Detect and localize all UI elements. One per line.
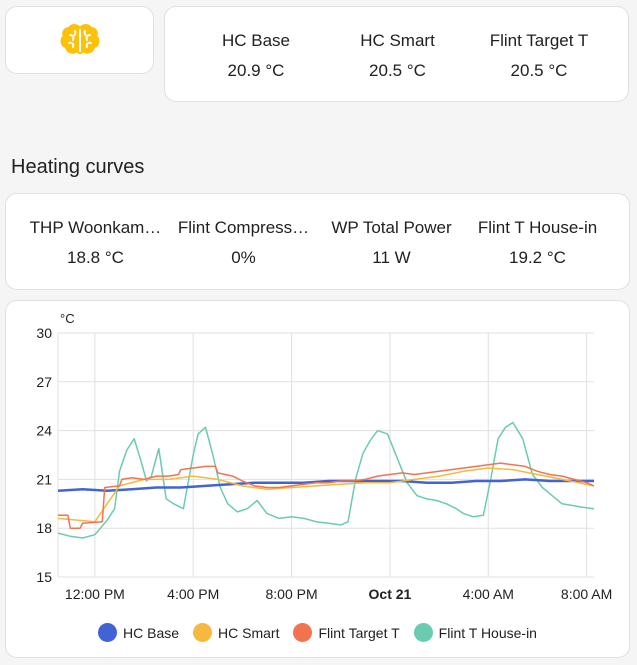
stat-label: HC Smart [360, 31, 435, 50]
wp-total-power-stat[interactable]: WP Total Power 11 W [324, 218, 459, 268]
flint-compressor-stat[interactable]: Flint Compress… 0% [176, 218, 311, 268]
flint-target-t-stat[interactable]: Flint Target T 20.5 °C [473, 31, 605, 81]
stat-label: Flint T House-in [477, 218, 598, 237]
heating-stats-card: THP Woonkam… 18.8 °C Flint Compress… 0% … [5, 193, 630, 290]
x-tick-label: 8:00 PM [266, 586, 318, 602]
y-tick-label: 30 [36, 325, 52, 341]
legend-swatch [193, 623, 213, 642]
legend-swatch [293, 623, 313, 642]
legend-label: HC Smart [218, 624, 280, 641]
legend-item[interactable]: Flint Target T [293, 623, 400, 642]
chart-legend: HC Base HC Smart Flint Target T Flint T Hou… [6, 623, 629, 642]
stat-value: 11 W [372, 248, 411, 267]
x-tick-label: 12:00 PM [65, 586, 125, 602]
stat-value: 0% [231, 248, 256, 267]
legend-item[interactable]: HC Smart [193, 623, 279, 642]
legend-swatch [413, 623, 433, 642]
stat-value: 20.5 °C [510, 61, 568, 80]
legend-item[interactable]: HC Base [98, 623, 179, 642]
brain-icon [60, 24, 99, 55]
y-tick-label: 18 [36, 520, 52, 536]
history-chart-card: °C 30 27 24 21 18 15 12:00 PM 4:00 PM 8:00 PM Oct … [5, 300, 630, 658]
x-tick-label: 8:00 AM [561, 586, 612, 602]
legend-item[interactable]: Flint T House-in [413, 623, 537, 642]
stat-label: Flint Compress… [177, 218, 310, 237]
y-unit-label: °C [60, 311, 75, 326]
x-tick-label: 4:00 PM [167, 586, 219, 602]
stat-value: 20.5 °C [369, 61, 426, 80]
y-tick-label: 15 [36, 569, 52, 585]
x-tick-label: Oct 21 [369, 586, 412, 602]
stat-label: Flint Target T [489, 31, 589, 50]
legend-label: HC Base [123, 624, 180, 641]
legend-swatch [98, 623, 117, 642]
stat-label: HC Base [221, 31, 291, 50]
y-tick-label: 21 [36, 471, 52, 487]
series-line-flint-target-t [58, 462, 595, 529]
y-tick-label: 27 [36, 374, 52, 390]
stat-value: 19.2 °C [509, 248, 566, 267]
y-tick-label: 24 [36, 423, 52, 439]
top-stats-card: HC Base 20.9 °C HC Smart 20.5 °C Flint T… [164, 6, 629, 102]
legend-label: Flint Target T [318, 624, 400, 641]
stat-label: THP Woonkam… [29, 218, 162, 237]
brain-icon-card[interactable] [5, 6, 154, 74]
thp-woonkamer-stat[interactable]: THP Woonkam… 18.8 °C [28, 218, 163, 268]
flint-t-house-in-stat[interactable]: Flint T House-in 19.2 °C [470, 218, 605, 268]
hc-base-stat[interactable]: HC Base 20.9 °C [200, 31, 312, 81]
x-tick-label: 4:00 AM [463, 586, 514, 602]
legend-label: Flint T House-in [438, 624, 537, 641]
stat-value: 18.8 °C [67, 248, 124, 267]
series-line-flint-t-house-in [57, 421, 595, 539]
stat-value: 20.9 °C [227, 61, 285, 80]
section-title: Heating curves [11, 156, 145, 178]
series-line-hc-smart [57, 467, 595, 523]
temperature-history-chart[interactable]: °C 30 27 24 21 18 15 12:00 PM 4:00 PM 8:00 PM Oct … [6, 301, 629, 611]
hc-smart-stat[interactable]: HC Smart 20.5 °C [340, 31, 455, 81]
stat-label: WP Total Power [331, 218, 452, 237]
series-line-hc-base [57, 478, 594, 493]
